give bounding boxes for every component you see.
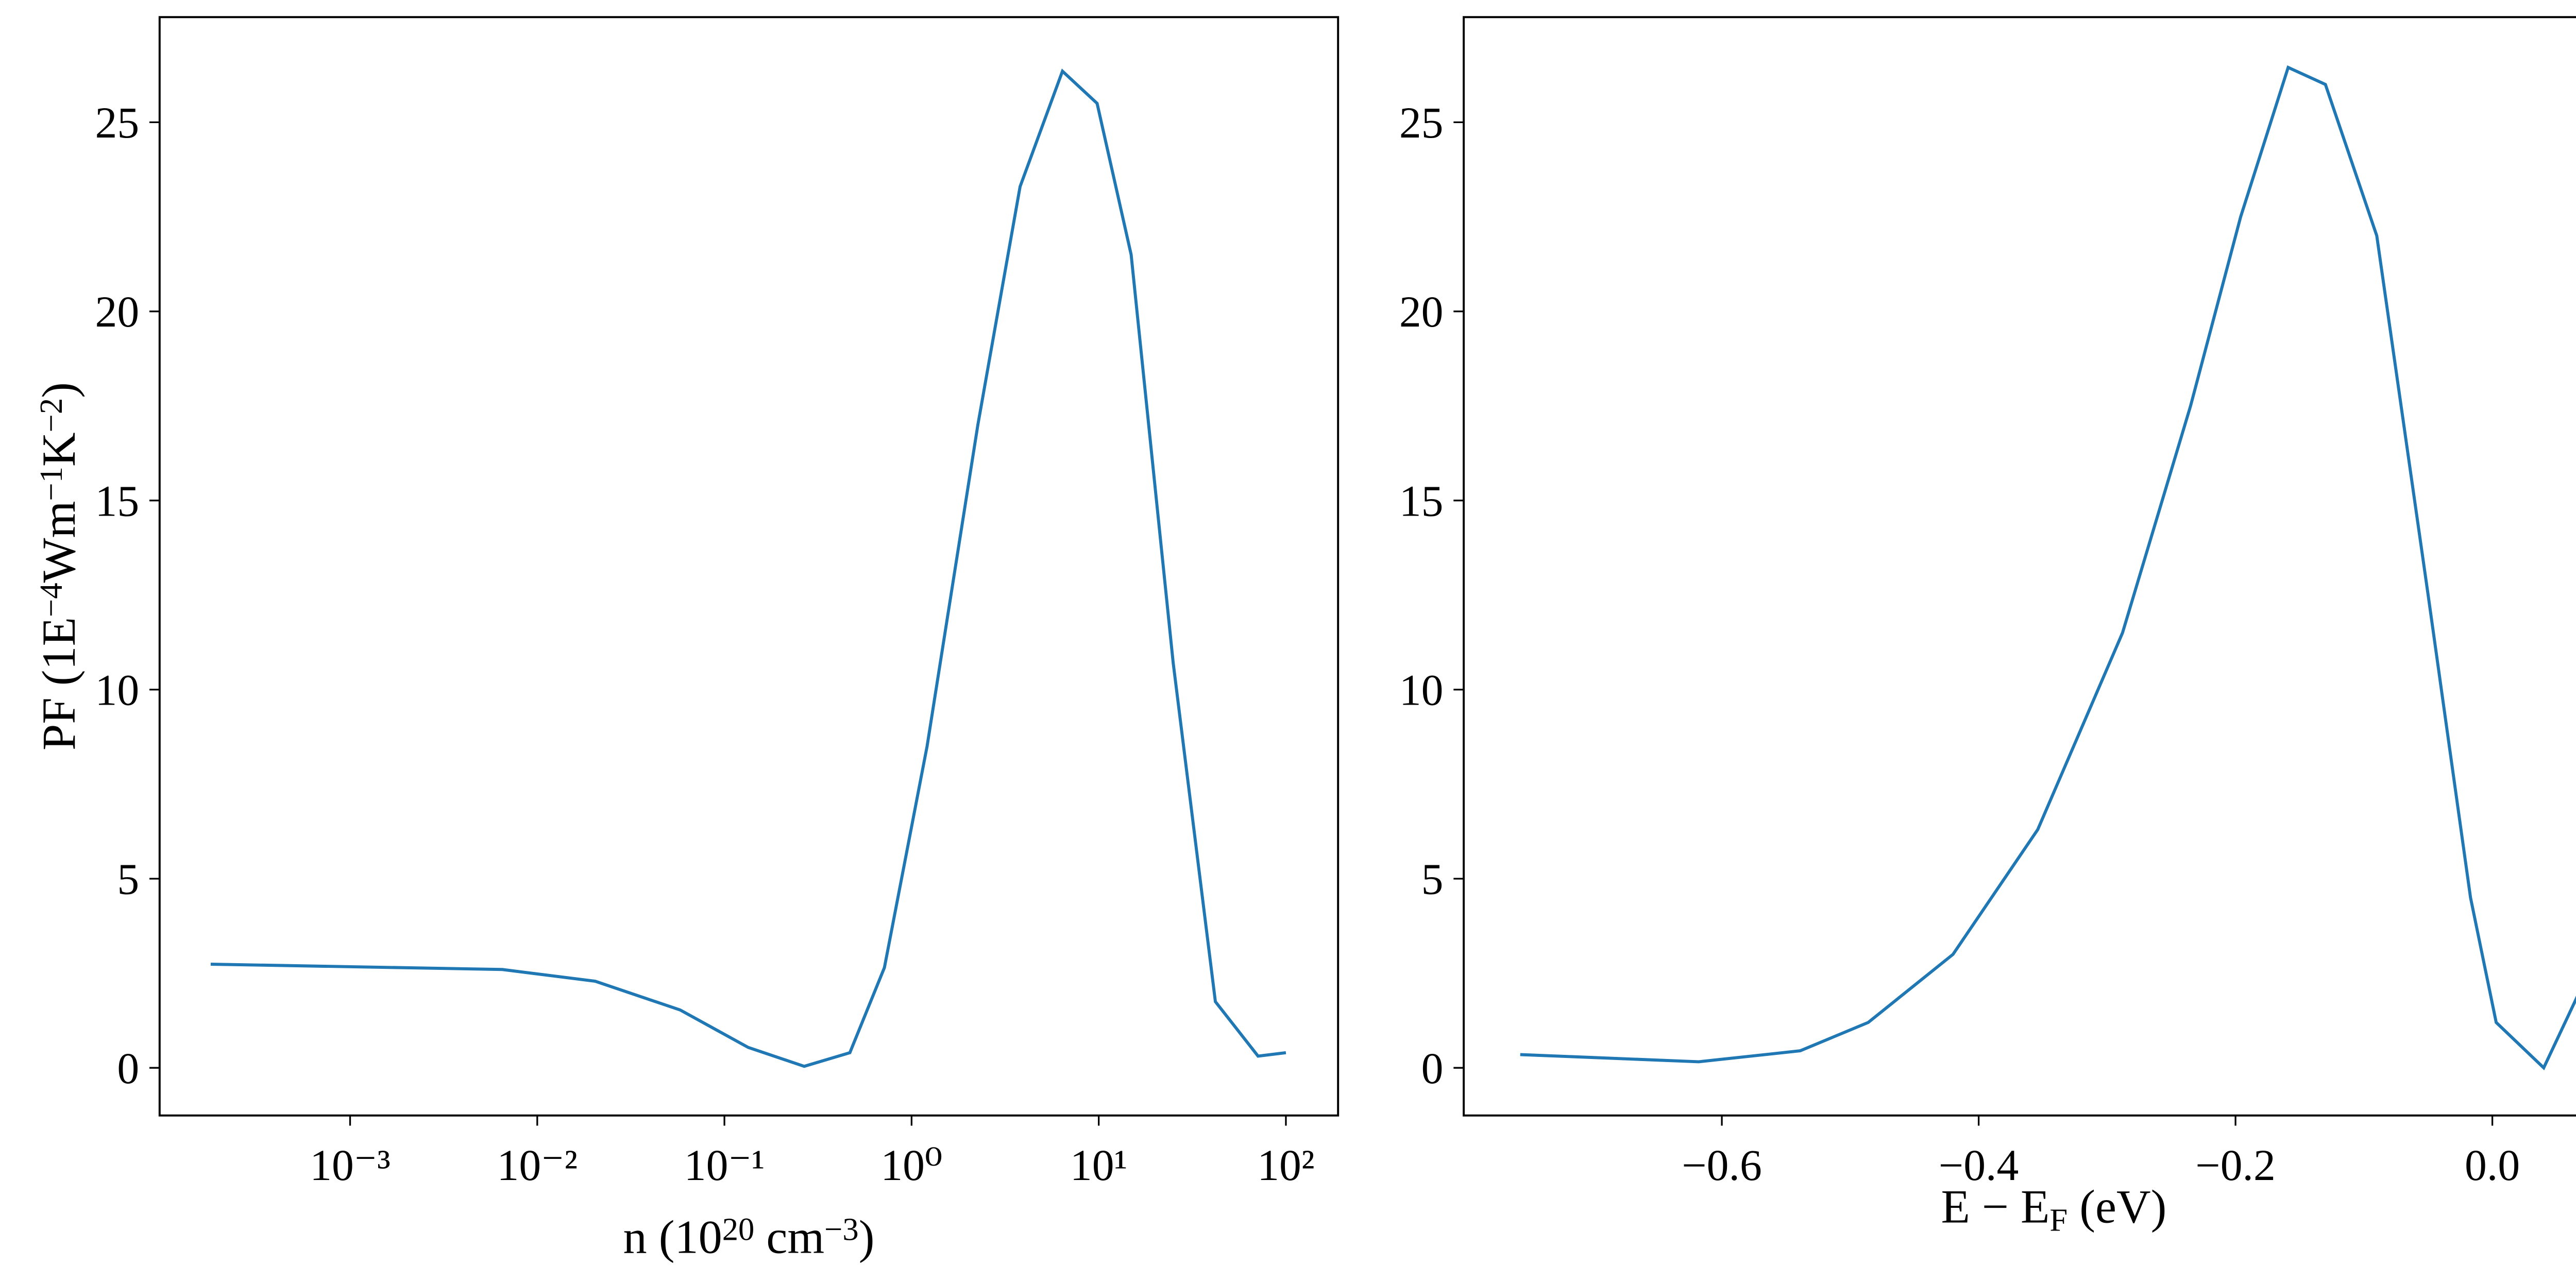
label-part: PF (1E — [32, 617, 85, 750]
y-tick-label: 15 — [1399, 476, 1444, 525]
x-tick-label: 10² — [1257, 1141, 1314, 1190]
x-tick-label: −0.6 — [1682, 1141, 1761, 1190]
y-tick-label: 25 — [95, 98, 140, 147]
plot-frame — [1463, 16, 2576, 1117]
label-part: F — [2049, 1202, 2067, 1238]
label-part: K — [32, 432, 85, 467]
y-tick-label: 15 — [95, 476, 140, 525]
label-part: ) — [859, 1211, 875, 1263]
y-tick-label: 10 — [1399, 666, 1444, 715]
label-part: 20 — [722, 1211, 755, 1247]
data-line — [210, 69, 1286, 1068]
x-tick-label: −0.2 — [2195, 1141, 2275, 1190]
data-line — [1520, 65, 2576, 1071]
y-tick-label: 5 — [1421, 855, 1444, 904]
y-tick-label: 20 — [95, 287, 140, 336]
x-axis-label: n (1020 cm−3) — [623, 1211, 875, 1263]
label-part: (eV) — [2067, 1180, 2166, 1233]
label-part: cm — [754, 1211, 824, 1263]
y-tick-label: 10 — [95, 666, 140, 715]
label-part: −2 — [33, 398, 69, 433]
x-tick-label: 10⁻³ — [310, 1141, 391, 1190]
y-tick-label: 5 — [117, 855, 139, 904]
x-tick-label: 10⁻¹ — [684, 1141, 765, 1190]
x-axis-label: E − EF (eV) — [1941, 1180, 2166, 1238]
y-axis-label: PF (1E−4Wm−1K−2) — [32, 382, 85, 750]
label-part: E − E — [1941, 1180, 2049, 1233]
y-tick-label: 20 — [1399, 287, 1444, 336]
x-tick-label: 10⁻² — [497, 1141, 578, 1190]
y-tick-label: 0 — [117, 1044, 139, 1093]
label-part: −4 — [33, 583, 69, 617]
x-tick-label: 10⁰ — [880, 1141, 942, 1190]
x-tick-label: 0.0 — [2465, 1141, 2520, 1190]
label-part: ) — [32, 382, 85, 398]
plot-frame — [158, 16, 1340, 1117]
x-tick-label: 10¹ — [1070, 1141, 1127, 1190]
y-tick-label: 25 — [1399, 98, 1444, 147]
y-tick-label: 0 — [1421, 1044, 1444, 1093]
label-part: −1 — [33, 467, 69, 501]
x-tick-label: −0.4 — [1939, 1141, 2019, 1190]
label-part: n (10 — [623, 1211, 722, 1263]
label-part: Wm — [32, 501, 85, 583]
label-part: −3 — [824, 1211, 859, 1247]
